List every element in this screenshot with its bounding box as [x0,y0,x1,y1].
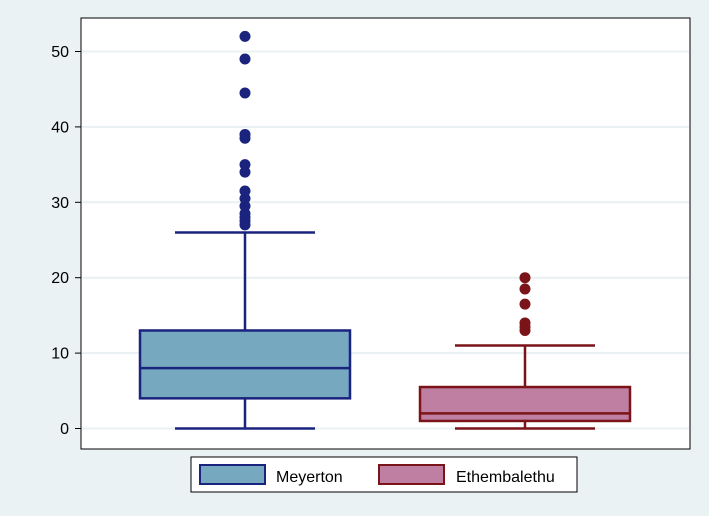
y-tick-label: 30 [51,195,69,212]
box-meyerton [138,30,352,430]
outlier-point [239,87,251,99]
legend: Meyerton Ethembalethu [190,456,578,493]
outlier-point [239,159,251,171]
y-axis: 0 10 20 30 40 50 [51,44,81,438]
outlier-point [239,53,251,65]
box-iqr [418,385,632,423]
y-tick-label: 40 [51,119,69,136]
legend-label-ethembalethu: Ethembalethu [456,469,555,486]
outlier-point [519,317,531,329]
legend-label-meyerton: Meyerton [276,469,343,486]
outlier-point [239,200,251,212]
outlier-point [519,272,531,284]
legend-swatch-ethembalethu [378,464,445,485]
y-tick-label: 20 [51,270,69,287]
outlier-point [239,185,251,197]
box-iqr [138,329,352,400]
outlier-point [239,30,251,42]
outlier-point [519,283,531,295]
outlier-point [239,208,251,220]
boxes [138,30,632,430]
legend-swatch-meyerton [199,464,266,485]
outlier-point [239,166,251,178]
y-tick-label: 0 [60,421,69,438]
outlier-point [239,128,251,140]
outlier-point [239,193,251,205]
y-tick-label: 50 [51,44,69,61]
y-tick-label: 10 [51,346,69,363]
outlier-point [519,298,531,310]
box-ethembalethu [418,272,632,430]
